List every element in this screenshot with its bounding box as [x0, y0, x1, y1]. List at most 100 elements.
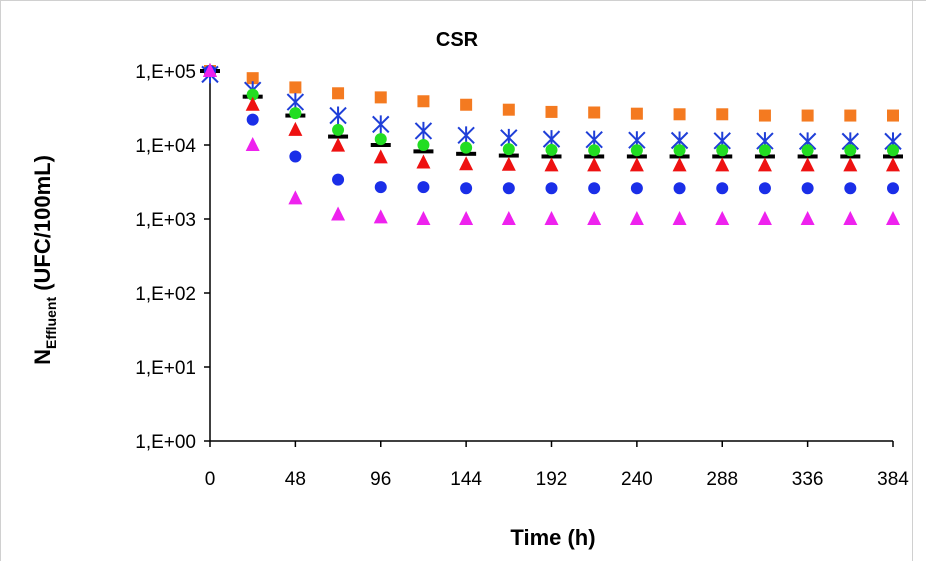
data-point: [843, 211, 858, 225]
data-point: [329, 106, 347, 125]
x-tick-label: 96: [370, 469, 391, 490]
data-point: [758, 144, 771, 157]
chart-title: CSR: [436, 29, 479, 51]
data-point: [801, 144, 814, 157]
data-point: [289, 107, 302, 120]
data-point: [373, 209, 388, 224]
x-tick-label: 48: [285, 469, 306, 490]
y-tick-label: 1,E+02: [135, 284, 196, 305]
data-point: [843, 157, 858, 172]
data-point: [588, 182, 601, 195]
x-ticks: 0 48 96 144 192 240 288 336 384: [205, 441, 909, 490]
data-point: [289, 150, 302, 163]
data-point: [673, 108, 686, 121]
data-point: [757, 157, 772, 172]
data-point: [501, 156, 516, 171]
y-axis-label-text: NEffluent (UFC/100mL): [30, 155, 59, 365]
data-point: [800, 157, 815, 172]
data-point: [626, 154, 647, 159]
data-point: [715, 211, 730, 225]
data-point: [673, 144, 686, 157]
data-point: [414, 121, 433, 140]
data-point: [716, 182, 729, 195]
data-point: [629, 211, 644, 225]
data-point: [669, 154, 690, 159]
series-7: [203, 63, 900, 225]
data-point: [332, 87, 345, 100]
data-point: [715, 157, 730, 172]
data-point: [501, 211, 516, 225]
data-point: [332, 173, 345, 186]
data-points: [200, 63, 903, 225]
data-point: [800, 211, 815, 225]
x-tick-label: 384: [877, 469, 909, 490]
data-point: [417, 181, 430, 194]
data-point: [754, 154, 775, 159]
data-point: [416, 154, 431, 169]
data-point: [588, 144, 601, 157]
y-tick-label: 1,E+01: [135, 358, 196, 379]
data-point: [757, 211, 772, 225]
data-point: [844, 109, 857, 122]
y-ticks: 1,E+00 1,E+01 1,E+02 1,E+03 1,E+04 1,E+05: [135, 62, 210, 453]
data-point: [331, 137, 346, 152]
data-point: [245, 137, 260, 151]
data-point: [459, 211, 474, 225]
data-point: [630, 182, 643, 195]
x-tick-label: 144: [450, 469, 482, 490]
data-point: [541, 154, 562, 159]
data-point: [587, 211, 602, 225]
data-point: [374, 133, 387, 146]
data-point: [886, 211, 900, 225]
data-point: [545, 105, 558, 118]
data-point: [502, 103, 515, 116]
data-point: [716, 108, 729, 121]
data-point: [797, 154, 818, 159]
data-point: [801, 109, 814, 122]
data-point: [246, 88, 259, 101]
data-point: [328, 134, 349, 139]
data-point: [246, 113, 259, 126]
x-tick-label: 0: [205, 469, 216, 490]
data-point: [672, 157, 687, 172]
data-point: [630, 144, 643, 157]
series-6: [204, 65, 899, 195]
data-point: [374, 91, 387, 104]
frame-right-divider: [912, 0, 913, 561]
data-point: [887, 109, 899, 122]
y-tick-label: 1,E+03: [135, 210, 196, 231]
y-axis-label-main: N: [30, 349, 55, 365]
data-point: [716, 144, 729, 157]
data-point: [801, 182, 814, 195]
data-point: [758, 109, 771, 122]
data-point: [886, 157, 900, 172]
data-point: [457, 126, 475, 145]
data-point: [288, 121, 303, 136]
series-1: [204, 65, 899, 122]
data-point: [372, 115, 390, 134]
data-point: [587, 157, 602, 172]
data-point: [629, 157, 644, 172]
data-point: [758, 182, 771, 195]
x-tick-label: 288: [706, 469, 738, 490]
x-tick-label: 192: [536, 469, 568, 490]
data-point: [544, 157, 559, 172]
y-tick-label: 1,E+00: [135, 432, 196, 453]
data-point: [502, 143, 515, 156]
x-axis-label: Time (h): [510, 525, 595, 550]
data-point: [584, 154, 605, 159]
data-point: [460, 182, 473, 195]
data-point: [840, 154, 861, 159]
data-point: [417, 139, 430, 151]
data-point: [844, 144, 857, 157]
data-point: [545, 182, 558, 195]
y-tick-label: 1,E+05: [135, 62, 196, 83]
data-point: [883, 154, 903, 159]
frame-top-border: [0, 0, 926, 1]
data-point: [416, 211, 431, 225]
data-point: [289, 81, 302, 94]
data-point: [459, 156, 474, 171]
data-point: [331, 206, 346, 221]
data-point: [502, 182, 515, 195]
